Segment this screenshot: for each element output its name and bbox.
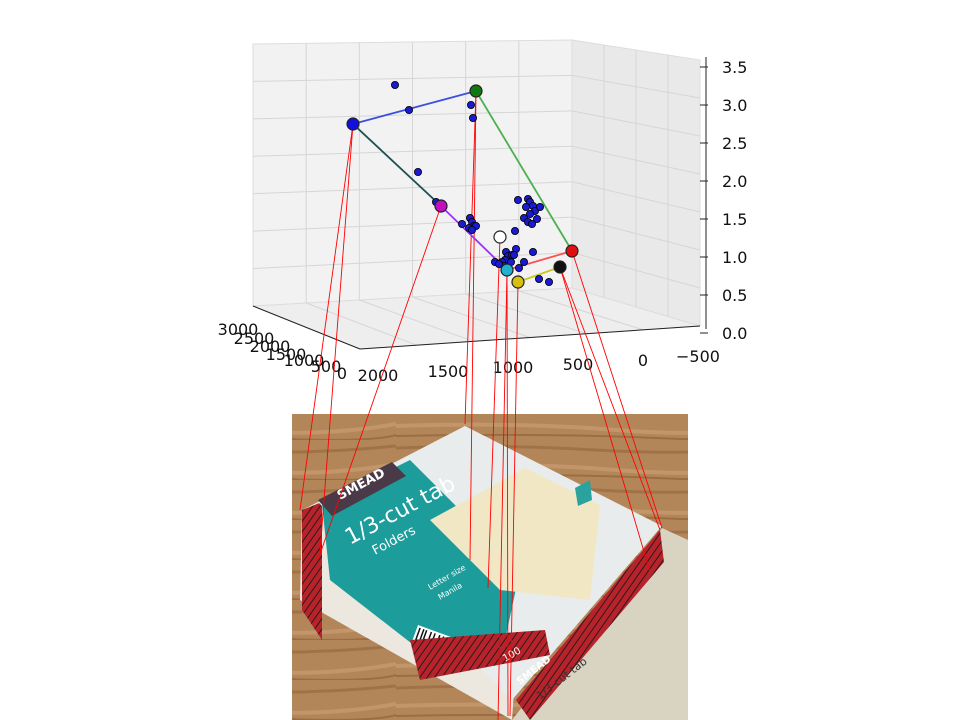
box-front-band [410,630,550,680]
keypoint-black [553,260,567,274]
folder-tab-marker [575,480,592,506]
cloud-point [515,263,524,272]
x-tick-label: −500 [676,347,720,366]
box-side-red [302,502,322,640]
cloud-point [467,225,476,234]
y-axis-line [252,305,361,350]
x-tick-label: 500 [563,355,594,374]
edge-blue-green [352,90,477,125]
z-tick-label: 3.5 [722,58,747,77]
z-tick-labels: 3.5 3.0 2.5 2.0 1.5 1.0 0.5 0.0 [700,58,747,343]
x-axis-line [359,325,701,350]
correspondence-line-red [571,250,663,529]
box-side-stripe [516,530,664,720]
correspondence-line-black [559,266,651,573]
point-cloud [390,81,554,286]
z-tick-label: 0.0 [722,324,747,343]
correspondence-line-white [487,236,501,589]
x-tick-label: 2000 [358,366,399,385]
grid-lines [252,40,701,346]
cloud-point [514,195,523,204]
correspondence-line [469,90,477,561]
y-tick-label: 2500 [234,329,275,348]
correspondence-line [319,123,354,553]
brand-strip [318,462,406,516]
cloud-point [520,257,529,266]
cloud-point [529,247,538,256]
y-tick-label: 1000 [284,351,325,370]
cloud-point [457,219,466,228]
y-tick-label: 0 [337,364,347,383]
cloud-point [545,277,554,286]
cloud-point [413,167,422,176]
cloud-point [522,202,531,211]
x-tick-label: 0 [638,351,648,370]
z-tick-label: 1.5 [722,210,747,229]
correspondence-line-green [464,90,477,425]
keypoints [346,84,579,289]
cloud-point [535,274,544,283]
edge-green-red [475,90,573,252]
y-tick-label: 2000 [250,337,291,356]
box-photo: SMEAD 1/3-cut tab Folders Letter size Ma… [292,414,688,720]
z-tick-label: 2.5 [722,134,747,153]
correspondence-line-blue [299,123,354,511]
y-tick-label: 3000 [218,320,259,339]
cloud-point [533,214,542,223]
y-tick-label: 1500 [266,345,307,364]
edge-black-yellow [517,266,561,283]
edge-magenta-blue [352,123,442,207]
cloud-point [494,259,503,268]
cloud-point [466,101,475,110]
z-tick-label: 3.0 [722,96,747,115]
x-tick-labels: 2000 1500 1000 500 0 −500 [358,347,720,385]
cloud-point [510,226,519,235]
keypoint-white [493,230,507,244]
correspondence-line [559,266,661,531]
cloud-point [404,106,413,115]
keypoint-red [565,244,579,258]
keypoint-cyan [500,263,514,277]
z-tick-label: 2.0 [722,172,747,191]
folder-image [430,468,600,600]
correspondence-line-magenta [317,205,442,561]
correspondence-lines [299,90,663,720]
x-tick-label: 1000 [493,358,534,377]
cloud-point [526,209,535,218]
cloud-point [528,219,537,228]
keypoint-yellow [511,275,525,289]
z-tick-label: 1.0 [722,248,747,267]
keypoint-blue [346,117,360,131]
axes-3d: 3.53.02.52.01.51.00.50.0 2000 1500 1000 500… [218,39,747,385]
teal-panel [322,460,520,650]
correspondence-line-yellow [509,281,519,717]
cloud-point [390,81,399,90]
x-tick-label: 1500 [428,362,469,381]
keypoint-magenta [434,199,448,213]
cloud-point [536,202,545,211]
keypoint-green [469,84,483,98]
cloud-point [468,114,477,123]
correspondence-line-cyan [506,269,509,717]
cloud-point [509,250,518,259]
correspondence-line [497,269,508,720]
z-tick-label: 0.5 [722,286,747,305]
